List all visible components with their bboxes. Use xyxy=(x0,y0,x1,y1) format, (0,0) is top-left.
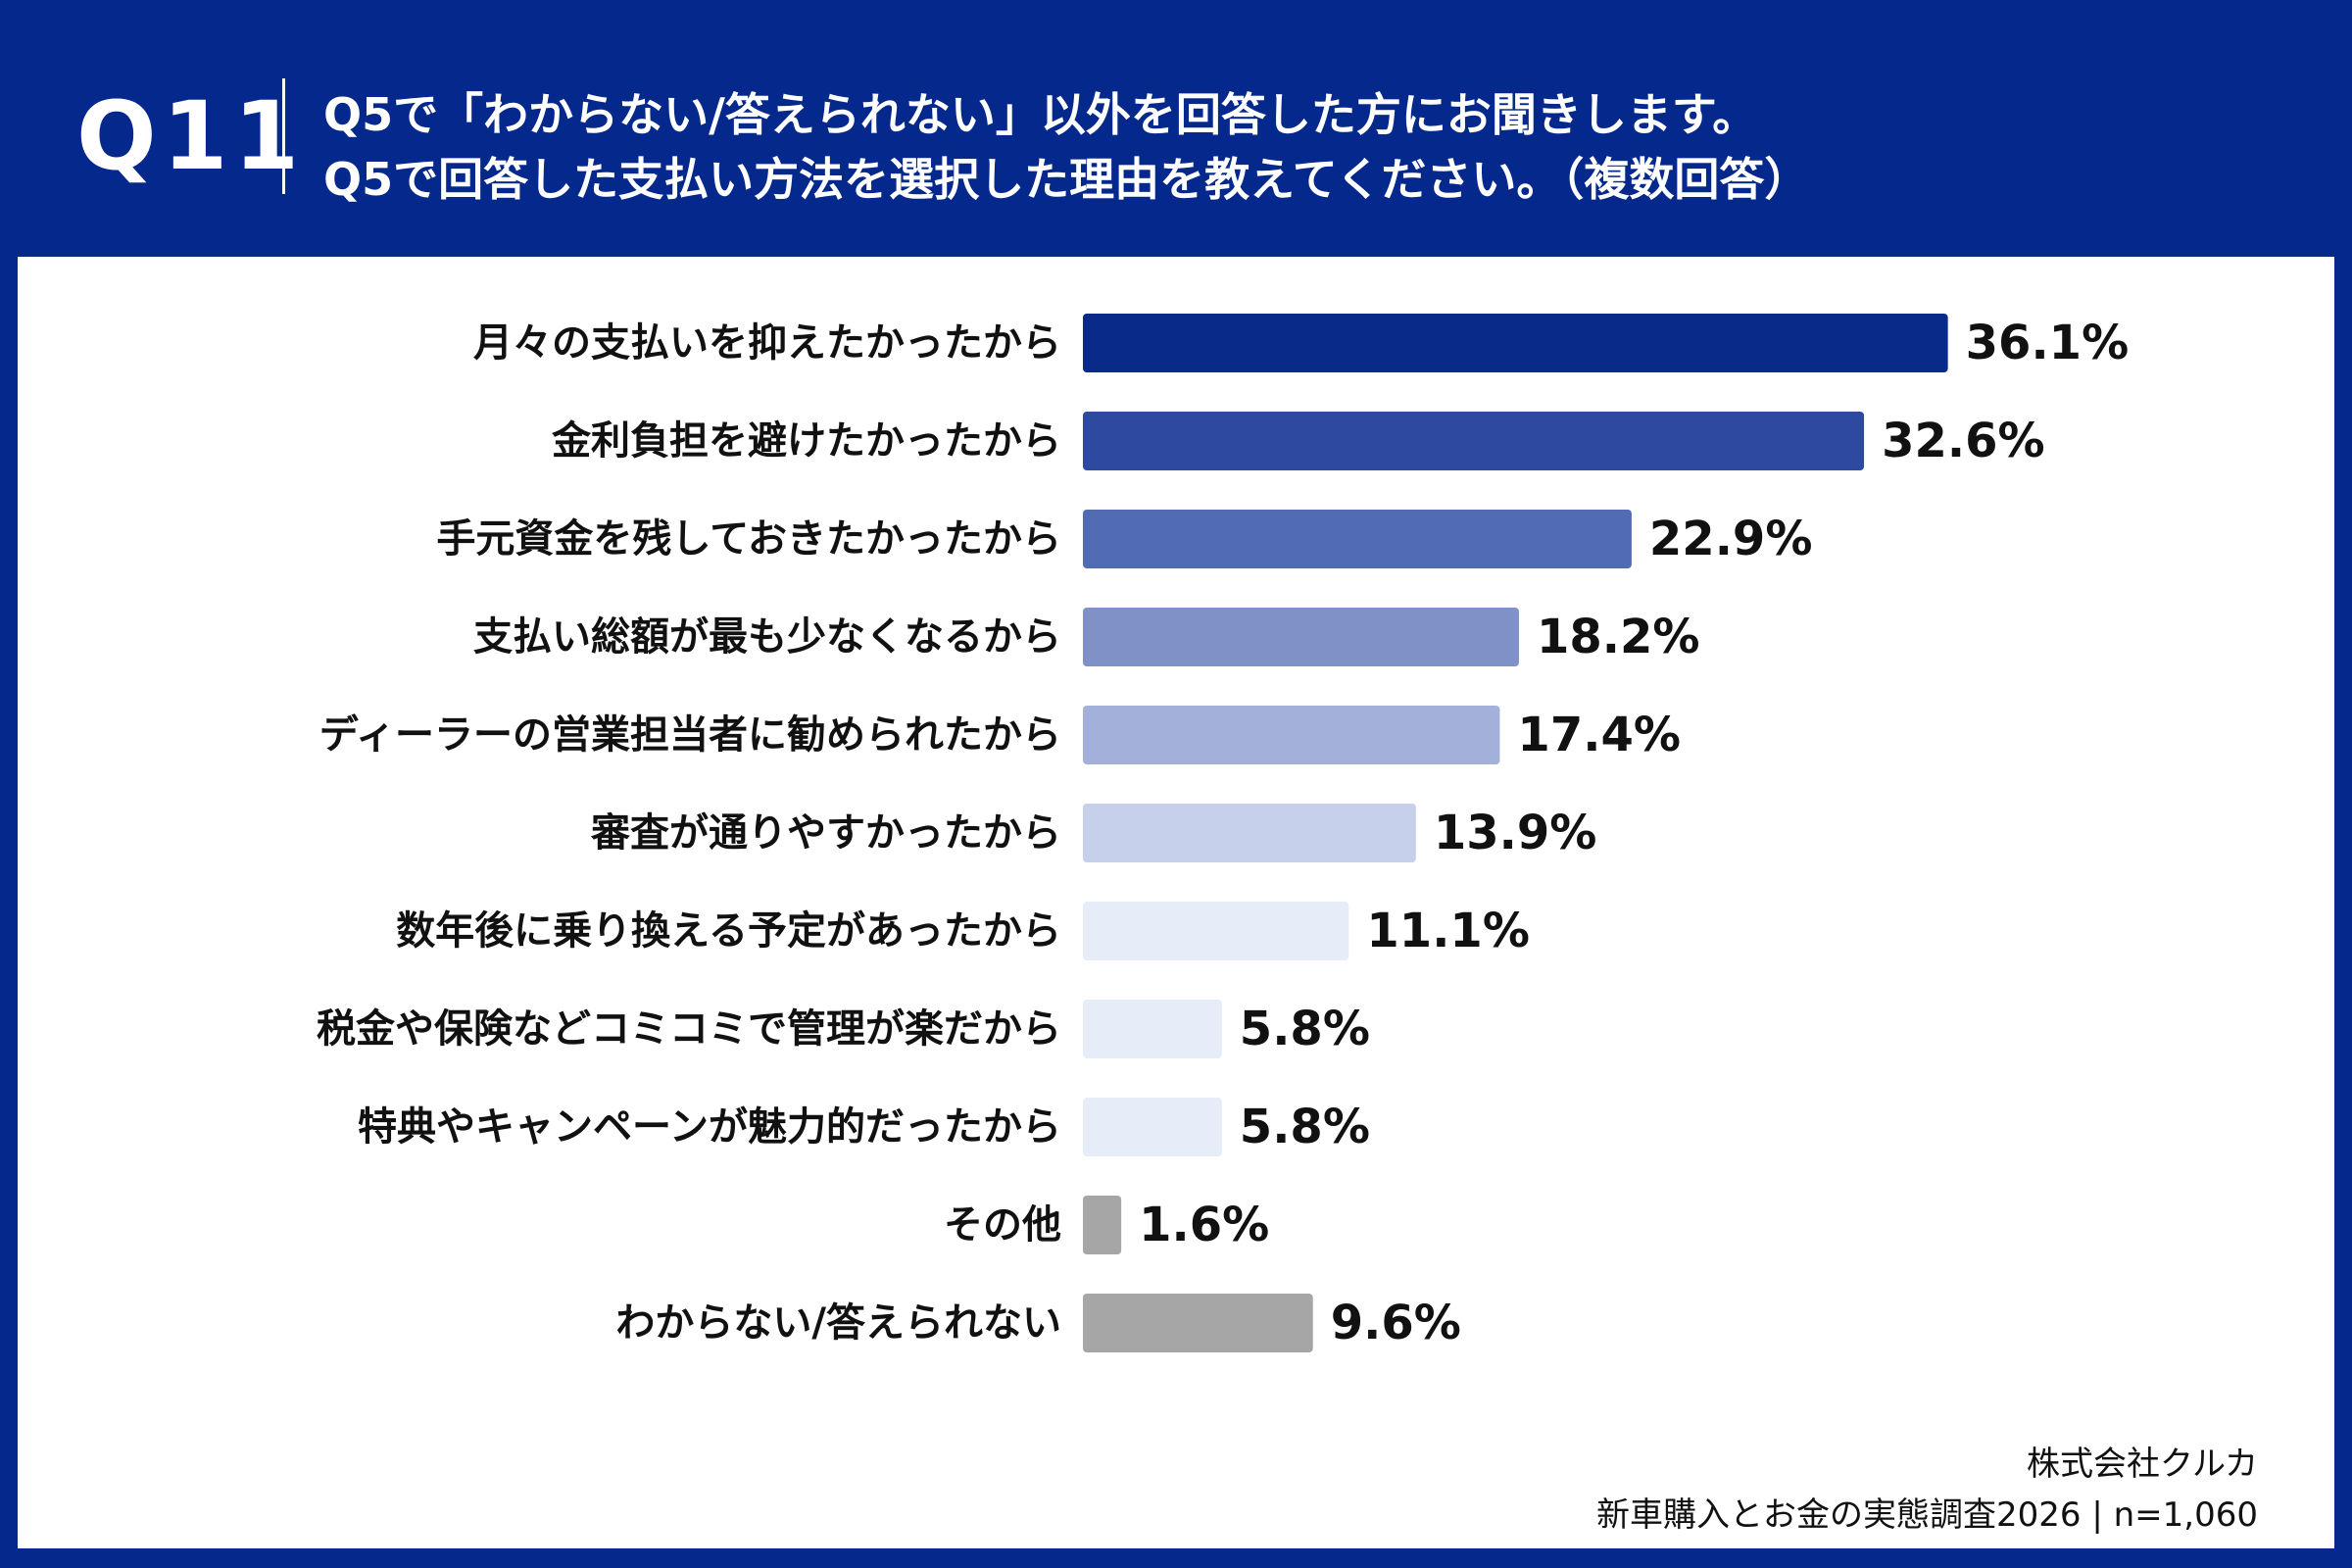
survey-info: 新車購入とお金の実態調査2026 | n=1,060 xyxy=(1596,1495,2258,1535)
value-label: 22.9% xyxy=(1649,512,1813,566)
chart-panel: 月々の支払いを抑えたかったから 36.1% 金利負担を避けたかったから 32.6% 手元… xyxy=(18,257,2334,1548)
bar xyxy=(1083,804,1416,862)
value-label: 17.4% xyxy=(1517,708,1681,762)
value-label: 18.2% xyxy=(1537,610,1700,664)
value-label: 9.6% xyxy=(1331,1296,1461,1350)
category-label: ディーラーの営業担当者に勧められたから xyxy=(319,712,1061,758)
value-label: 1.6% xyxy=(1139,1198,1269,1252)
value-label: 5.8% xyxy=(1240,1002,1370,1056)
question-text: Q5で「わからない/答えられない」以外を回答した方にお聞きします。 Q5で回答し… xyxy=(323,82,2283,212)
value-label: 36.1% xyxy=(1966,316,2130,370)
category-label: 数年後に乗り換える予定があったから xyxy=(396,908,1061,954)
header: Q11 Q5で「わからない/答えられない」以外を回答した方にお聞きします。 Q5… xyxy=(0,0,2352,257)
bar xyxy=(1083,412,1865,470)
bar xyxy=(1083,706,1500,764)
bar-chart: 月々の支払いを抑えたかったから 36.1% 金利負担を避けたかったから 32.6% 手元… xyxy=(317,314,2130,1352)
value-label: 11.1% xyxy=(1366,904,1530,958)
category-label: 税金や保険などコミコミで管理が楽だから xyxy=(317,1006,1061,1052)
category-label: 特典やキャンペーンが魅力的だったから xyxy=(358,1104,1061,1150)
category-label: 支払い総額が最も少なくなるから xyxy=(473,614,1061,660)
category-label: わからない/答えられない xyxy=(615,1300,1061,1346)
category-label: その他 xyxy=(944,1202,1061,1248)
question-number: Q11 xyxy=(76,81,306,191)
question-divider xyxy=(282,78,285,194)
company-name: 株式会社クルカ xyxy=(2027,1445,2258,1484)
bar xyxy=(1083,902,1349,960)
bar xyxy=(1083,1196,1122,1254)
bar xyxy=(1083,1294,1313,1352)
category-label: 手元資金を残しておきたかったから xyxy=(436,516,1061,562)
category-label: 審査が通りやすかったから xyxy=(590,810,1061,856)
value-label: 13.9% xyxy=(1434,806,1597,860)
category-label: 月々の支払いを抑えたかったから xyxy=(473,320,1061,366)
credits: 株式会社クルカ 新車購入とお金の実態調査2026 | n=1,060 xyxy=(1596,1439,2258,1541)
category-label: 金利負担を避けたかったから xyxy=(551,418,1061,464)
bar xyxy=(1083,1000,1222,1058)
bar xyxy=(1083,314,1948,372)
question-line-1: Q5で「わからない/答えられない」以外を回答した方にお聞きします。 xyxy=(323,88,1758,141)
value-label: 5.8% xyxy=(1240,1100,1370,1154)
bar xyxy=(1083,1098,1222,1156)
bar xyxy=(1083,510,1632,568)
bar xyxy=(1083,608,1519,666)
value-label: 32.6% xyxy=(1882,414,2045,468)
question-line-2: Q5で回答した支払い方法を選択した理由を教えてください。（複数回答） xyxy=(323,153,1810,206)
